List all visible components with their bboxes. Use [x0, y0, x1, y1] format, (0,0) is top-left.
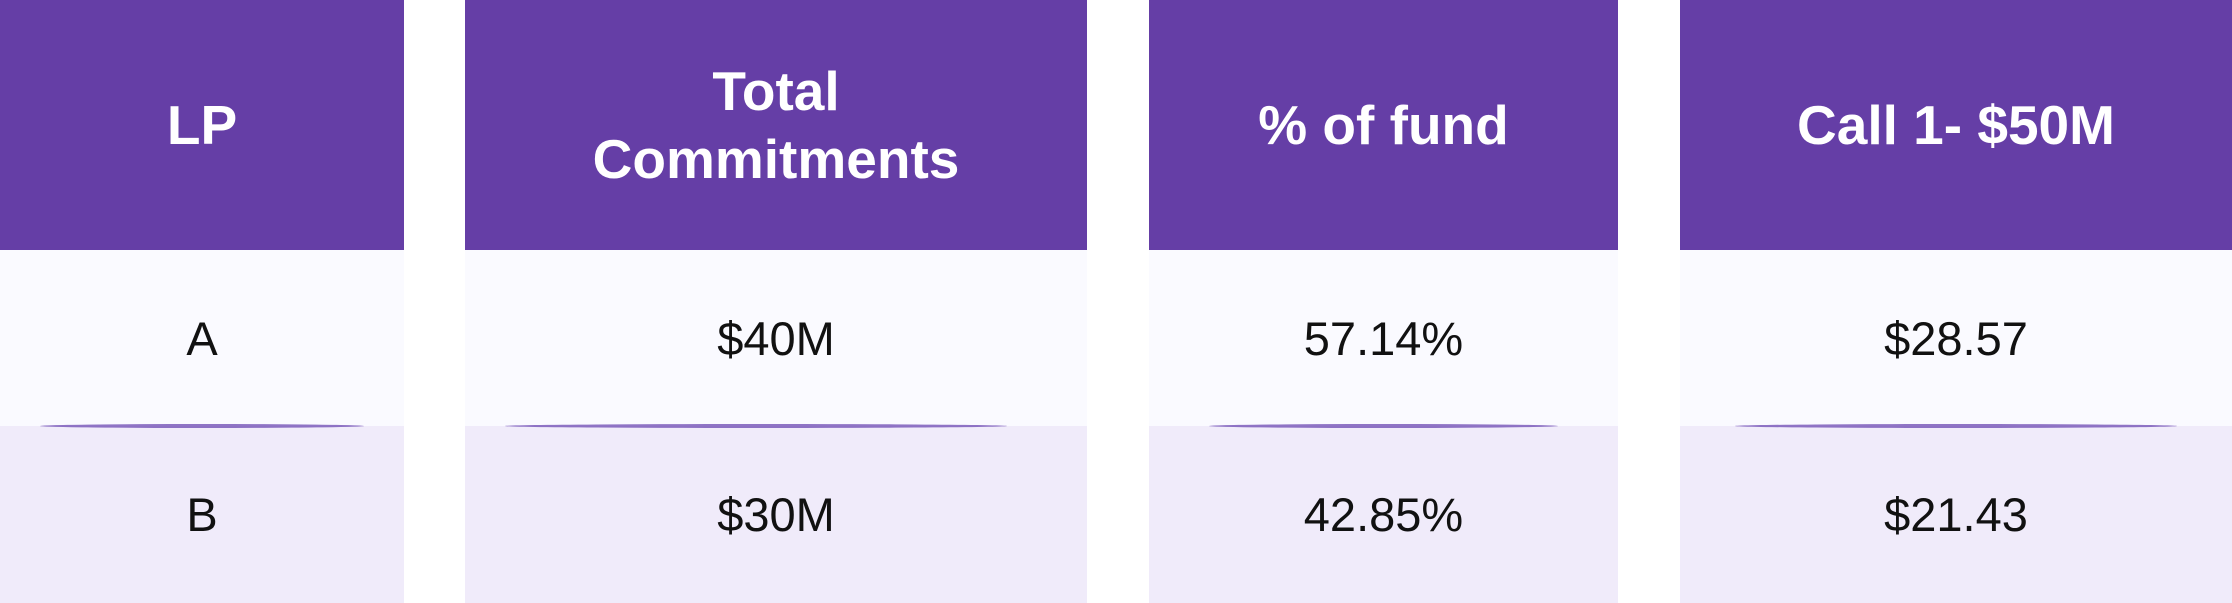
lp-header: LP: [0, 0, 404, 250]
call-1-header: Call 1- $50M: [1680, 0, 2232, 250]
total-commitments-cell-b: $30M: [465, 426, 1087, 603]
percent-of-fund-column: % of fund 57.14% 42.85%: [1149, 0, 1618, 603]
total-commitments-column: Total Commitments $40M $30M: [465, 0, 1087, 603]
percent-of-fund-cell-b: 42.85%: [1149, 426, 1618, 603]
call-1-cell-a: $28.57: [1680, 250, 2232, 426]
row-divider: [1735, 424, 2177, 428]
row-divider: [1209, 424, 1558, 428]
percent-of-fund-cell-a: 57.14%: [1149, 250, 1618, 426]
total-commitments-cell-a: $40M: [465, 250, 1087, 426]
row-divider: [505, 424, 1007, 428]
row-divider: [40, 424, 364, 428]
total-commitments-header: Total Commitments: [465, 0, 1087, 250]
percent-of-fund-header: % of fund: [1149, 0, 1618, 250]
lp-cell-b: B: [0, 426, 404, 603]
call-1-column: Call 1- $50M $28.57 $21.43: [1680, 0, 2232, 603]
lp-column: LP A B: [0, 0, 404, 603]
lp-cell-a: A: [0, 250, 404, 426]
call-1-cell-b: $21.43: [1680, 426, 2232, 603]
